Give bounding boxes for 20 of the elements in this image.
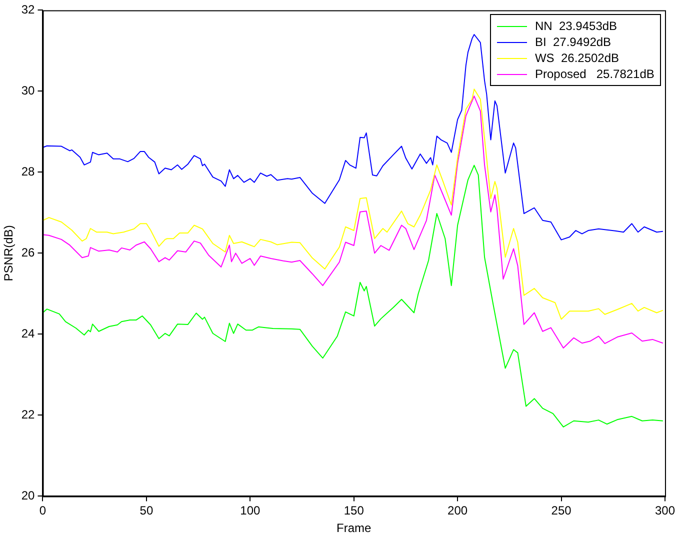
y-tick-label: 30 [21,84,36,98]
legend-label: NN 23.9453dB [534,19,618,34]
x-tick-label: 300 [654,504,676,518]
x-tick-label: 100 [240,504,260,518]
x-tick-label: 50 [140,504,154,518]
y-tick-label: 24 [21,326,36,341]
x-tick-label: 0 [39,504,46,518]
x-tick-label: 150 [344,504,364,518]
y-tick-label: 20 [21,488,36,503]
x-axis-title: Frame [336,521,372,536]
y-tick-label: 26 [21,246,36,260]
x-tick-label: 200 [448,504,468,518]
y-axis-title: PSNR(dB) [2,225,16,282]
legend-label: Proposed 25.7821dB [534,67,654,82]
y-tick-label: 32 [21,2,36,17]
legend-label: BI 27.9492dB [534,35,612,50]
y-tick-label: 28 [21,164,36,179]
legend-label: WS 26.2502dB [534,51,620,66]
x-tick-label: 250 [551,504,572,518]
y-tick-label: 22 [21,408,36,422]
